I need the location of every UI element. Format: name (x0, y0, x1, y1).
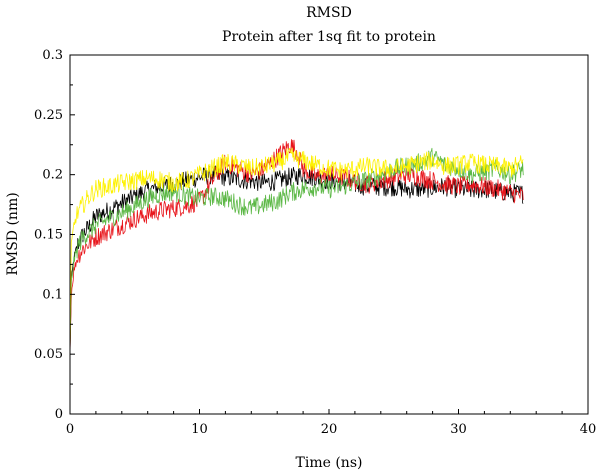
series-line-4 (69, 147, 524, 354)
x-axis-label: Time (ns) (296, 455, 363, 471)
y-tick-label: 0.15 (34, 228, 63, 243)
x-tick-label: 10 (191, 422, 208, 437)
chart-subtitle: Protein after 1sq fit to protein (222, 29, 436, 45)
y-tick-label: 0.2 (42, 168, 63, 183)
x-tick-label: 20 (321, 422, 338, 437)
x-tick-label: 40 (580, 422, 597, 437)
y-axis-label: RMSD (nm) (5, 192, 21, 275)
series-line-2 (69, 139, 524, 355)
series-layer (69, 139, 524, 355)
tick-layer: 0 10 20 30 40 0 0.05 0.1 0.15 0.2 0.25 0.3 (34, 48, 596, 437)
chart-title: RMSD (306, 5, 352, 21)
y-tick-label: 0.25 (34, 108, 63, 123)
y-tick-label: 0 (55, 407, 63, 422)
x-tick-label: 30 (450, 422, 467, 437)
x-tick-label: 0 (66, 422, 74, 437)
plot-frame (69, 54, 589, 415)
series-line-1 (69, 165, 524, 353)
y-tick-label: 0.3 (42, 48, 63, 63)
y-tick-label: 0.05 (34, 347, 63, 362)
y-tick-label: 0.1 (42, 287, 63, 302)
